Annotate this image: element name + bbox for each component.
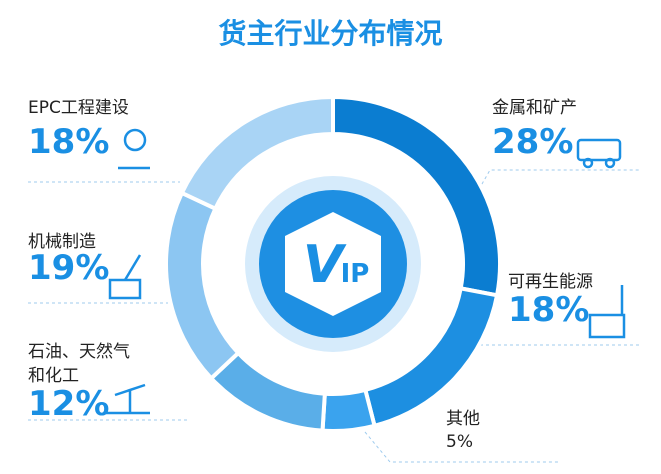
value-label: 5% <box>446 432 473 452</box>
value-label: 19% <box>28 248 110 288</box>
value-label: 28% <box>492 122 574 162</box>
donut-segment <box>179 94 335 212</box>
value-label: 12% <box>28 384 110 424</box>
value-label: 18% <box>508 290 590 330</box>
icons <box>105 128 626 415</box>
logo-ip: IP <box>341 259 370 289</box>
logo-badge <box>285 212 381 316</box>
donut-segment <box>164 190 242 382</box>
category-label: 石油、天然气和化工 <box>28 342 130 386</box>
value-label: 18% <box>28 122 110 162</box>
category-label: EPC工程建设 <box>28 98 129 118</box>
category-label: 其他 <box>446 409 480 429</box>
logo-v: V <box>303 235 347 295</box>
chart-title: 货主行业分布情况 <box>218 17 443 50</box>
donut-segment <box>320 387 377 433</box>
category-label: 金属和矿产 <box>492 98 577 118</box>
category-label: 机械制造 <box>28 232 96 252</box>
category-label: 可再生能源 <box>508 272 593 292</box>
